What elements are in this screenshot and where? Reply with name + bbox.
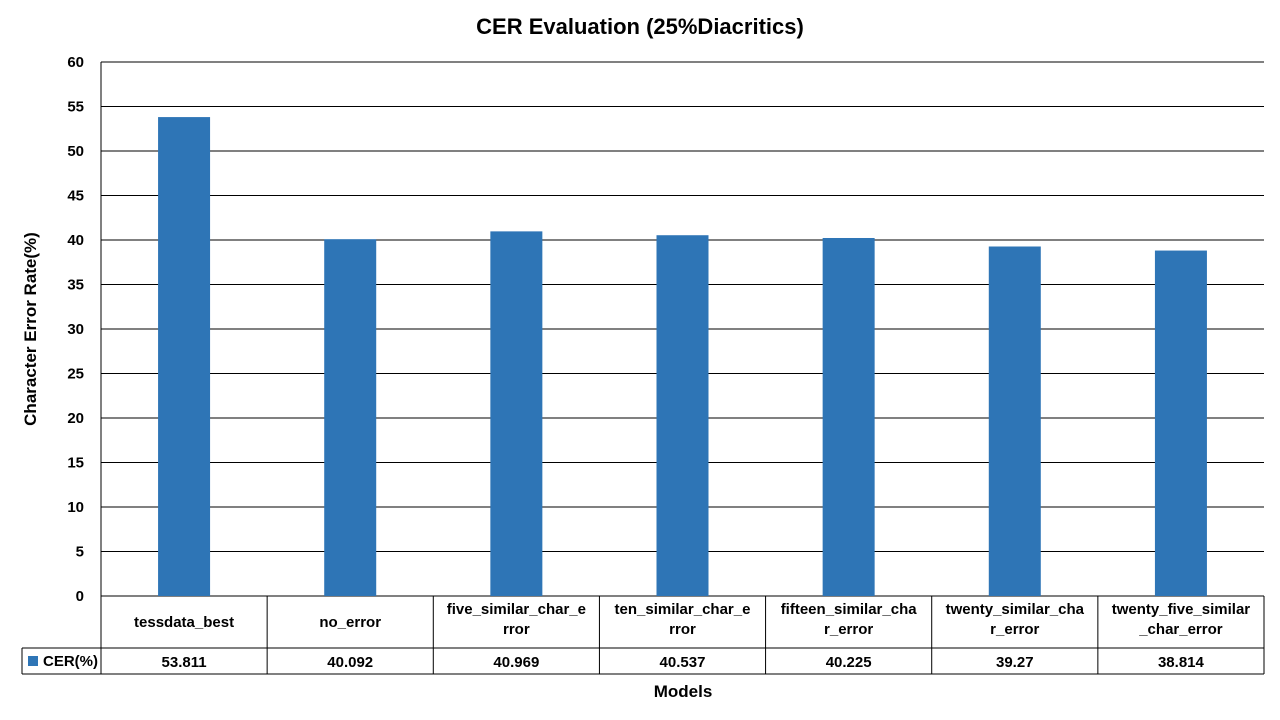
category-label-line: ten_similar_char_e	[615, 601, 751, 618]
category-label-line: _char_error	[1138, 621, 1223, 638]
bar	[1154, 250, 1207, 596]
data-value-label: 40.092	[327, 654, 373, 671]
y-tick-label: 30	[67, 321, 84, 338]
y-axis-label: Character Error Rate(%)	[21, 232, 40, 426]
data-value-label: 53.811	[162, 654, 207, 671]
y-tick-label: 60	[67, 54, 84, 71]
category-label-line: rror	[669, 621, 696, 638]
bar	[822, 237, 875, 596]
category-label-line: r_error	[990, 621, 1039, 638]
category-label-line: rror	[503, 621, 530, 638]
y-tick-label: 0	[76, 588, 84, 605]
category-label-line: fifteen_similar_cha	[781, 601, 918, 618]
y-tick-label: 50	[67, 143, 84, 160]
bars	[158, 117, 1207, 597]
category-label-line: r_error	[824, 621, 873, 638]
y-tick-label: 45	[67, 188, 84, 205]
chart-title: CER Evaluation (25%Diacritics)	[476, 14, 804, 39]
data-value-label: 38.814	[1158, 654, 1205, 671]
category-label: twenty_similar_cha r_error	[946, 601, 1085, 638]
legend-label: CER(%)	[43, 653, 98, 670]
legend-swatch	[28, 656, 38, 666]
data-value-label: 40.225	[826, 654, 872, 671]
y-tick-label: 35	[67, 277, 84, 294]
data-value-label: 40.969	[493, 654, 539, 671]
bar	[324, 239, 377, 596]
y-tick-label: 15	[67, 455, 84, 472]
data-table: tessdata_best no_error five_similar_char_e…	[21, 62, 1265, 675]
y-tick-label: 25	[67, 366, 84, 383]
category-label: fifteen_similar_cha r_error	[781, 601, 918, 638]
category-label-line: no_error	[319, 614, 381, 631]
bar	[158, 117, 211, 597]
y-tick-label: 5	[76, 544, 84, 561]
category-label: no_error	[319, 614, 381, 631]
y-tick-label: 40	[67, 232, 84, 249]
y-tick-label: 20	[67, 410, 84, 427]
category-label-line: tessdata_best	[134, 614, 234, 631]
bar	[490, 231, 543, 596]
category-label-line: twenty_five_similar	[1112, 601, 1251, 618]
y-axis-ticks: 0 5 10 15 20 25 30 35 40 45 50 55 60	[67, 54, 84, 605]
data-value-label: 40.537	[660, 654, 706, 671]
bar	[656, 235, 709, 596]
category-label-line: five_similar_char_e	[447, 601, 586, 618]
category-label: twenty_five_similar _char_error	[1112, 601, 1251, 638]
y-tick-label: 55	[67, 99, 84, 116]
category-label: tessdata_best	[134, 614, 234, 631]
x-axis-label: Models	[654, 682, 713, 701]
bar	[988, 246, 1041, 596]
data-value-label: 39.27	[996, 654, 1034, 671]
y-tick-label: 10	[67, 499, 84, 516]
category-label-line: twenty_similar_cha	[946, 601, 1085, 618]
